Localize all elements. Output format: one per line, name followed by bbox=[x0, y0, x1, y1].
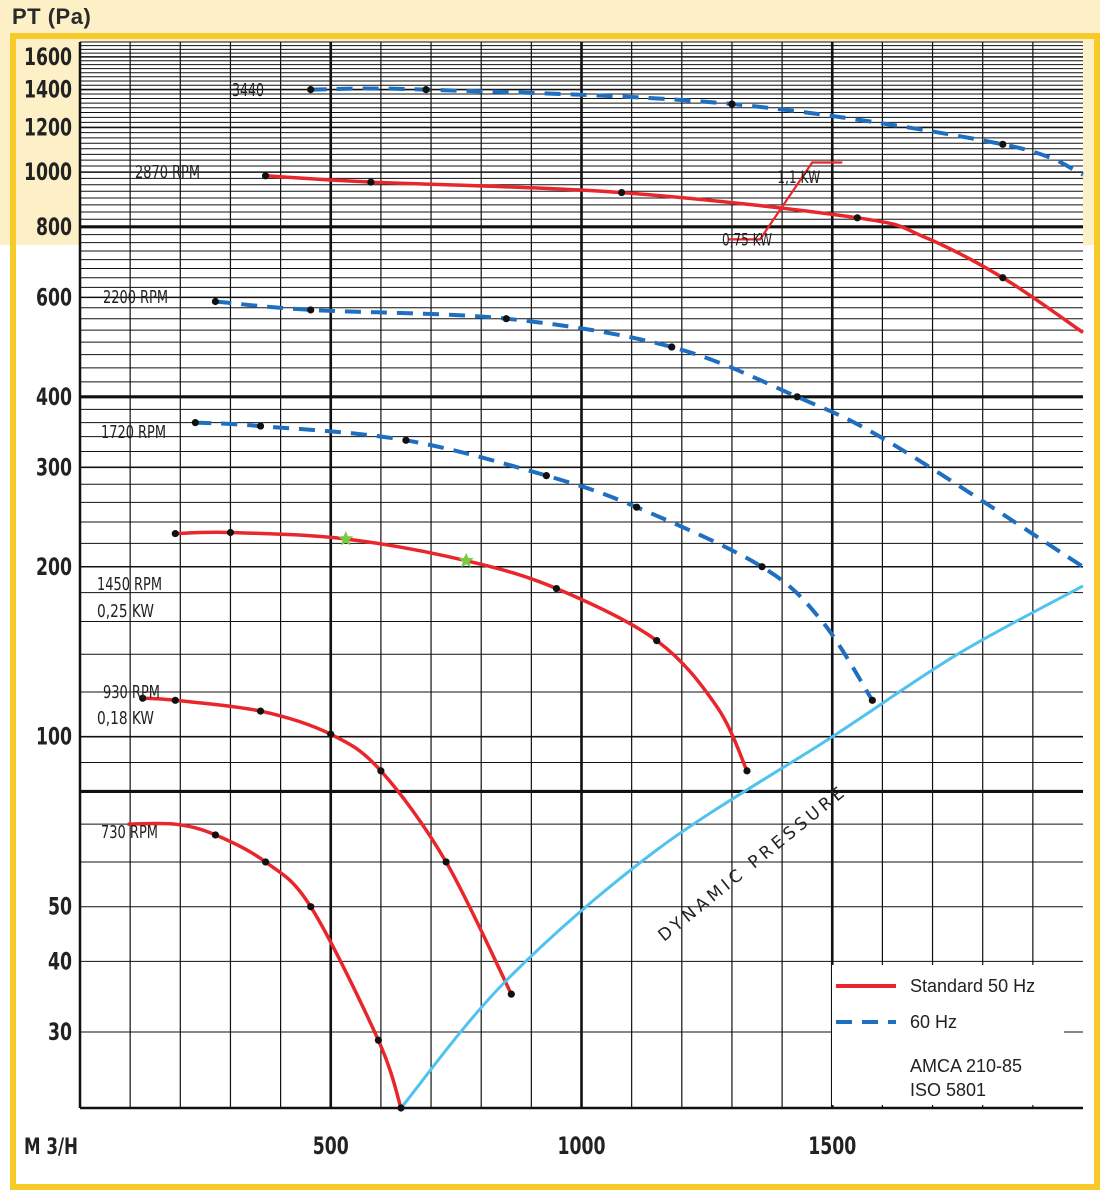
data-point bbox=[367, 178, 375, 186]
data-point bbox=[999, 140, 1007, 148]
series-label: 2870 RPM bbox=[135, 162, 200, 183]
series-label: 3440 bbox=[232, 80, 264, 101]
data-point bbox=[256, 422, 265, 430]
legend-label: 60 Hz bbox=[910, 1012, 957, 1032]
y-tick-label: 400 bbox=[36, 383, 72, 411]
data-point bbox=[758, 563, 766, 571]
data-point bbox=[633, 503, 641, 511]
power-label: 1,1 KW bbox=[777, 168, 820, 188]
data-point bbox=[377, 767, 385, 775]
data-point bbox=[139, 694, 147, 702]
data-point bbox=[307, 86, 315, 94]
y-tick-label: 1000 bbox=[24, 158, 72, 186]
data-point bbox=[552, 584, 561, 593]
data-point bbox=[422, 86, 430, 94]
series-label: 1450 RPM bbox=[97, 574, 162, 595]
star-marker bbox=[458, 552, 474, 568]
x-tick-label: 1000 bbox=[558, 1132, 606, 1160]
data-point bbox=[327, 730, 335, 738]
data-point bbox=[261, 172, 270, 180]
y-axis-title: PT (Pa) bbox=[12, 4, 92, 29]
data-point bbox=[743, 767, 751, 775]
x-axis-title: M 3/H bbox=[24, 1135, 78, 1160]
legend-note: ISO 5801 bbox=[910, 1080, 986, 1100]
data-point bbox=[668, 343, 676, 351]
y-tick-label: 1400 bbox=[24, 76, 72, 104]
data-point bbox=[442, 858, 450, 866]
y-tick-label: 800 bbox=[36, 213, 72, 241]
series-line-930-rpm bbox=[142, 696, 513, 995]
data-point bbox=[307, 903, 315, 911]
y-tick-label: 50 bbox=[48, 893, 72, 921]
y-tick-label: 100 bbox=[36, 723, 72, 751]
y-tick-label: 30 bbox=[48, 1018, 72, 1046]
series-label: 930 RPM bbox=[103, 682, 160, 703]
data-point bbox=[171, 529, 179, 538]
star-marker bbox=[338, 531, 354, 546]
data-point bbox=[542, 472, 550, 480]
y-tick-label: 200 bbox=[36, 553, 72, 581]
data-point bbox=[211, 831, 220, 839]
data-point bbox=[307, 306, 315, 314]
series-line-dynamic-pressure bbox=[399, 584, 1084, 1109]
data-point bbox=[211, 297, 220, 306]
power-marker-line bbox=[727, 161, 843, 241]
data-point bbox=[191, 419, 199, 427]
data-point bbox=[402, 436, 410, 444]
legend: Standard 50 Hz 60 Hz AMCA 210-85 ISO 5801 bbox=[832, 965, 1064, 1105]
series-sublabel: 0,18 KW bbox=[97, 708, 154, 729]
data-point bbox=[507, 990, 515, 998]
y-tick-label: 1200 bbox=[24, 113, 72, 141]
data-point bbox=[397, 1104, 405, 1112]
grid bbox=[80, 41, 1083, 1108]
x-tick-label: 500 bbox=[313, 1132, 349, 1160]
y-tick-label: 600 bbox=[36, 283, 72, 311]
y-tick-label: 40 bbox=[48, 947, 72, 975]
legend-box bbox=[832, 965, 1064, 1105]
legend-note: AMCA 210-85 bbox=[910, 1056, 1022, 1076]
data-point bbox=[226, 528, 235, 537]
series-label: 2200 RPM bbox=[103, 287, 168, 308]
data-point bbox=[728, 100, 736, 108]
data-point bbox=[256, 707, 265, 715]
data-point bbox=[261, 858, 270, 866]
data-point bbox=[618, 188, 626, 197]
y-tick-label: 1600 bbox=[24, 43, 72, 71]
data-point bbox=[853, 214, 861, 222]
data-point bbox=[793, 393, 801, 401]
series-line-2200-rpm bbox=[215, 299, 1085, 569]
series-line-1450-rpm bbox=[175, 530, 749, 772]
series-label: 1720 RPM bbox=[101, 422, 166, 443]
y-tick-label: 300 bbox=[36, 453, 72, 481]
data-point bbox=[502, 315, 510, 323]
series-markers bbox=[139, 86, 1007, 1112]
data-point bbox=[171, 696, 179, 704]
axes: 30 40 50 100 200 300 400 600 800 1000 1200 1400 1600… bbox=[24, 42, 1083, 1160]
power-label: 0,75 KW bbox=[722, 230, 772, 250]
data-point bbox=[374, 1036, 382, 1044]
legend-label: Standard 50 Hz bbox=[910, 976, 1035, 996]
data-point bbox=[653, 636, 661, 645]
x-tick-label: 1500 bbox=[808, 1132, 856, 1160]
data-point bbox=[999, 274, 1007, 282]
chart-frame bbox=[10, 33, 1100, 1190]
series-label: 730 RPM bbox=[101, 822, 158, 843]
data-point bbox=[868, 696, 876, 704]
series-sublabel: 0,25 KW bbox=[97, 601, 154, 622]
series-line-1720-rpm bbox=[195, 420, 875, 702]
